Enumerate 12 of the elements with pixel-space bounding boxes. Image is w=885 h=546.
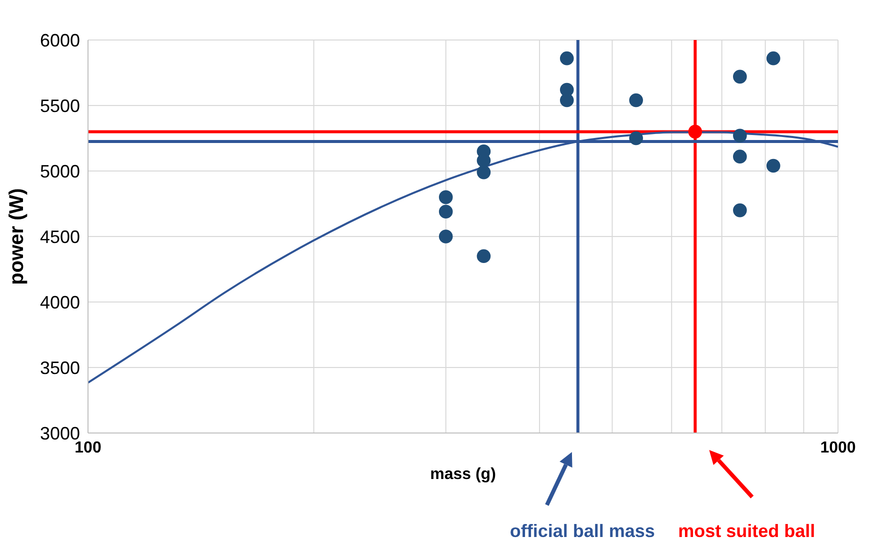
x-axis-title: mass (g) <box>430 466 496 483</box>
y-axis-title: power (W) <box>6 188 28 285</box>
y-tick-label: 5500 <box>40 96 80 116</box>
ref-line-label: most suited ball <box>678 521 816 541</box>
y-tick-label: 4500 <box>40 226 80 247</box>
ref-line-label: official ball mass <box>510 521 655 541</box>
y-tick-label: 5000 <box>40 161 80 182</box>
y-tick-label: 3500 <box>40 358 80 378</box>
y-tick-label: 6000 <box>40 30 80 50</box>
x-tick-label: 1000 <box>820 439 856 456</box>
x-tick-label: 100 <box>74 439 102 456</box>
y-tick-label: 4000 <box>40 292 80 312</box>
